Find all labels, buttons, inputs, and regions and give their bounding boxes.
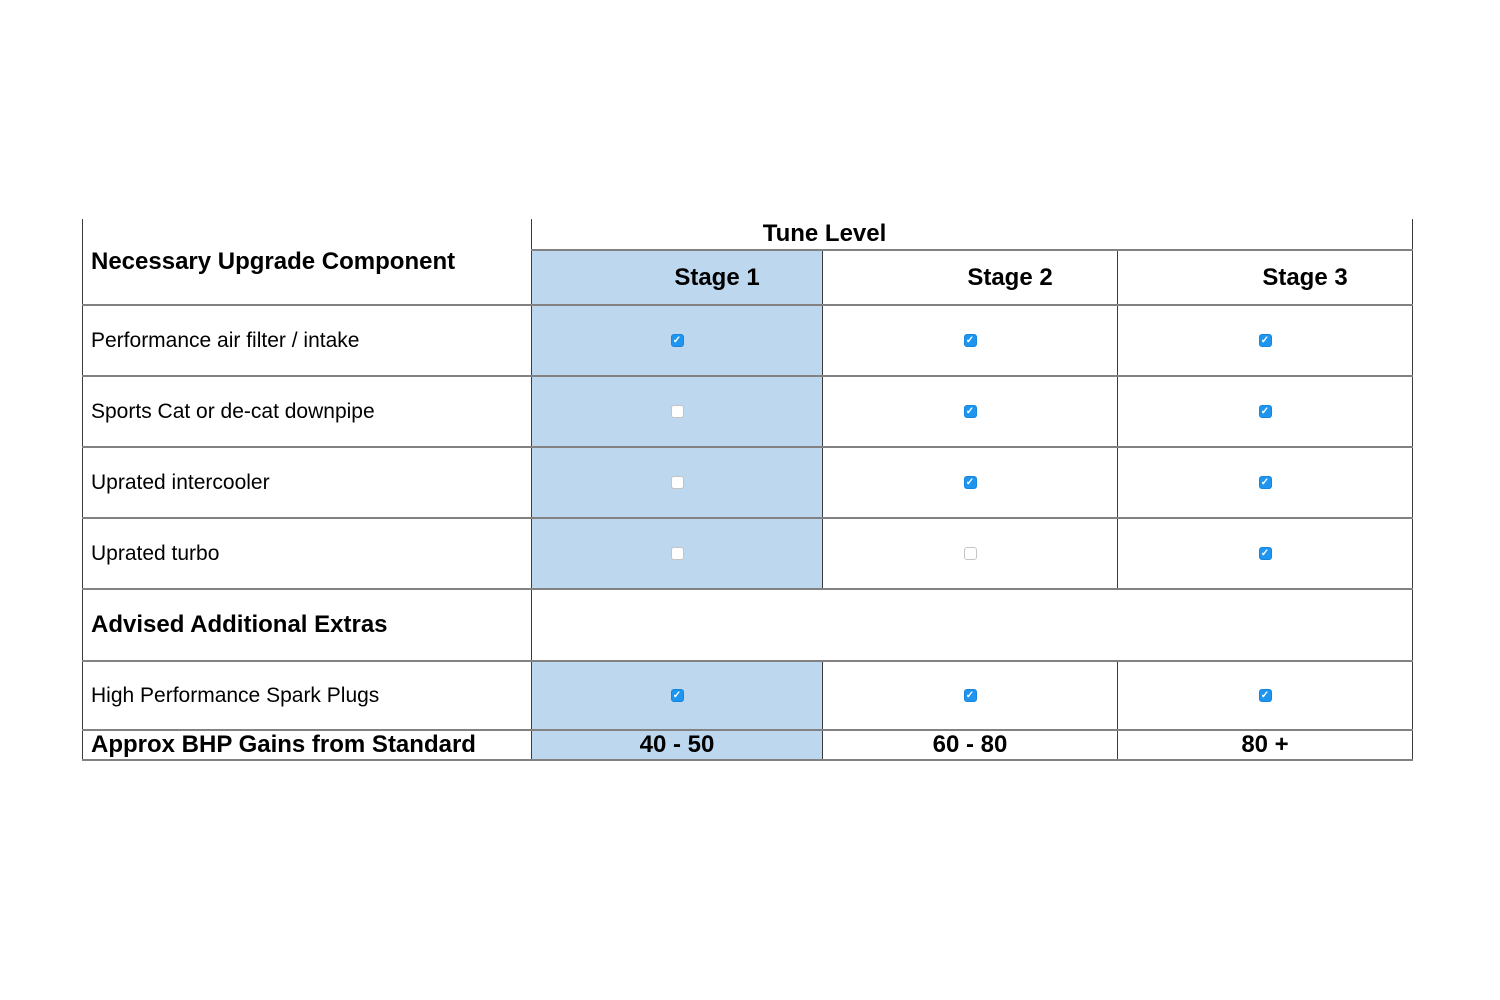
tune-level-header-label: Tune Level — [762, 220, 887, 247]
cell-stage2 — [822, 517, 1118, 590]
cell-stage1 — [531, 304, 823, 377]
cell-stage3 — [1116, 304, 1414, 377]
row-label-cell: Uprated turbo — [82, 517, 532, 590]
table-row-spark-plugs: High Performance Spark Plugs — [82, 660, 1414, 731]
stage-1-header-label: Stage 1 — [674, 263, 760, 291]
row-label-cell: Uprated intercooler — [82, 446, 532, 519]
corner-header-label: Necessary Upgrade Component — [91, 247, 456, 275]
bhp-stage3-value: 80 + — [1116, 729, 1414, 761]
cell-stage2 — [822, 660, 1118, 731]
table-row-group-header: Necessary Upgrade Component Tune Level — [82, 219, 1414, 306]
cell-stage1 — [531, 375, 823, 448]
row-label-cell: Sports Cat or de-cat downpipe — [82, 375, 532, 448]
cell-stage1 — [531, 660, 823, 731]
stage-2-header-cell: Stage 2 — [822, 249, 1118, 306]
bhp-value: 40 - 50 — [639, 731, 715, 758]
stage-3-header-label: Stage 3 — [1262, 263, 1348, 291]
bhp-stage2-value: 60 - 80 — [822, 729, 1118, 761]
checkbox-intercooler-stage2[interactable] — [963, 475, 977, 489]
checkbox-air-filter-stage2[interactable] — [963, 333, 977, 347]
checkbox-spark-plugs-stage1[interactable] — [670, 688, 684, 702]
table-row-downpipe: Sports Cat or de-cat downpipe — [82, 375, 1414, 448]
bhp-stage1-value: 40 - 50 — [531, 729, 823, 761]
checkbox-intercooler-stage1[interactable] — [670, 475, 684, 489]
cell-stage3 — [1116, 517, 1414, 590]
cell-stage3 — [1116, 660, 1414, 731]
tune-level-header-cell: Tune Level — [530, 219, 1414, 251]
table-row-bhp-gains: Approx BHP Gains from Standard 40 - 50 6… — [82, 729, 1414, 761]
row-label: High Performance Spark Plugs — [91, 683, 380, 707]
checkbox-downpipe-stage2[interactable] — [963, 404, 977, 418]
bhp-row-label-cell: Approx BHP Gains from Standard — [82, 729, 532, 761]
row-label: Sports Cat or de-cat downpipe — [91, 399, 375, 423]
checkbox-turbo-stage2[interactable] — [963, 546, 977, 560]
checkbox-intercooler-stage3[interactable] — [1258, 475, 1272, 489]
section-header-cell: Advised Additional Extras — [82, 588, 532, 662]
bhp-value: 60 - 80 — [932, 731, 1008, 758]
bhp-row-label: Approx BHP Gains from Standard — [91, 731, 476, 758]
stage-2-header-label: Stage 2 — [967, 263, 1053, 291]
cell-stage3 — [1116, 375, 1414, 448]
stage-1-header-cell: Stage 1 — [531, 249, 823, 306]
cell-stage2 — [822, 375, 1118, 448]
cell-stage1 — [531, 446, 823, 519]
table-row-turbo: Uprated turbo — [82, 517, 1414, 590]
cell-stage2 — [822, 304, 1118, 377]
section-header-label: Advised Additional Extras — [91, 611, 388, 638]
cell-stage2 — [822, 446, 1118, 519]
cell-stage3 — [1116, 446, 1414, 519]
checkbox-turbo-stage3[interactable] — [1258, 546, 1272, 560]
checkbox-air-filter-stage1[interactable] — [670, 333, 684, 347]
corner-header-cell: Necessary Upgrade Component — [82, 219, 532, 306]
checkbox-air-filter-stage3[interactable] — [1258, 333, 1272, 347]
checkbox-downpipe-stage3[interactable] — [1258, 404, 1272, 418]
checkbox-spark-plugs-stage3[interactable] — [1258, 688, 1272, 702]
section-empty-cell — [530, 588, 1414, 662]
row-label-cell: Performance air filter / intake — [82, 304, 532, 377]
checkbox-turbo-stage1[interactable] — [670, 546, 684, 560]
checkbox-downpipe-stage1[interactable] — [670, 404, 684, 418]
row-label: Performance air filter / intake — [91, 328, 360, 352]
row-label: Uprated turbo — [91, 541, 220, 565]
tune-level-table: Necessary Upgrade Component Tune Level S… — [82, 219, 1414, 761]
row-label-cell: High Performance Spark Plugs — [82, 660, 532, 731]
bhp-value: 80 + — [1241, 731, 1289, 758]
row-label: Uprated intercooler — [91, 470, 270, 494]
table-row-section-extras: Advised Additional Extras — [82, 588, 1414, 662]
cell-stage1 — [531, 517, 823, 590]
checkbox-spark-plugs-stage2[interactable] — [963, 688, 977, 702]
table-row-stage-headers: Stage 1 Stage 2 Stage 3 — [83, 249, 1414, 306]
stage-3-header-cell: Stage 3 — [1116, 249, 1414, 306]
table-row-air-filter: Performance air filter / intake — [82, 304, 1414, 377]
table-row-intercooler: Uprated intercooler — [82, 446, 1414, 519]
